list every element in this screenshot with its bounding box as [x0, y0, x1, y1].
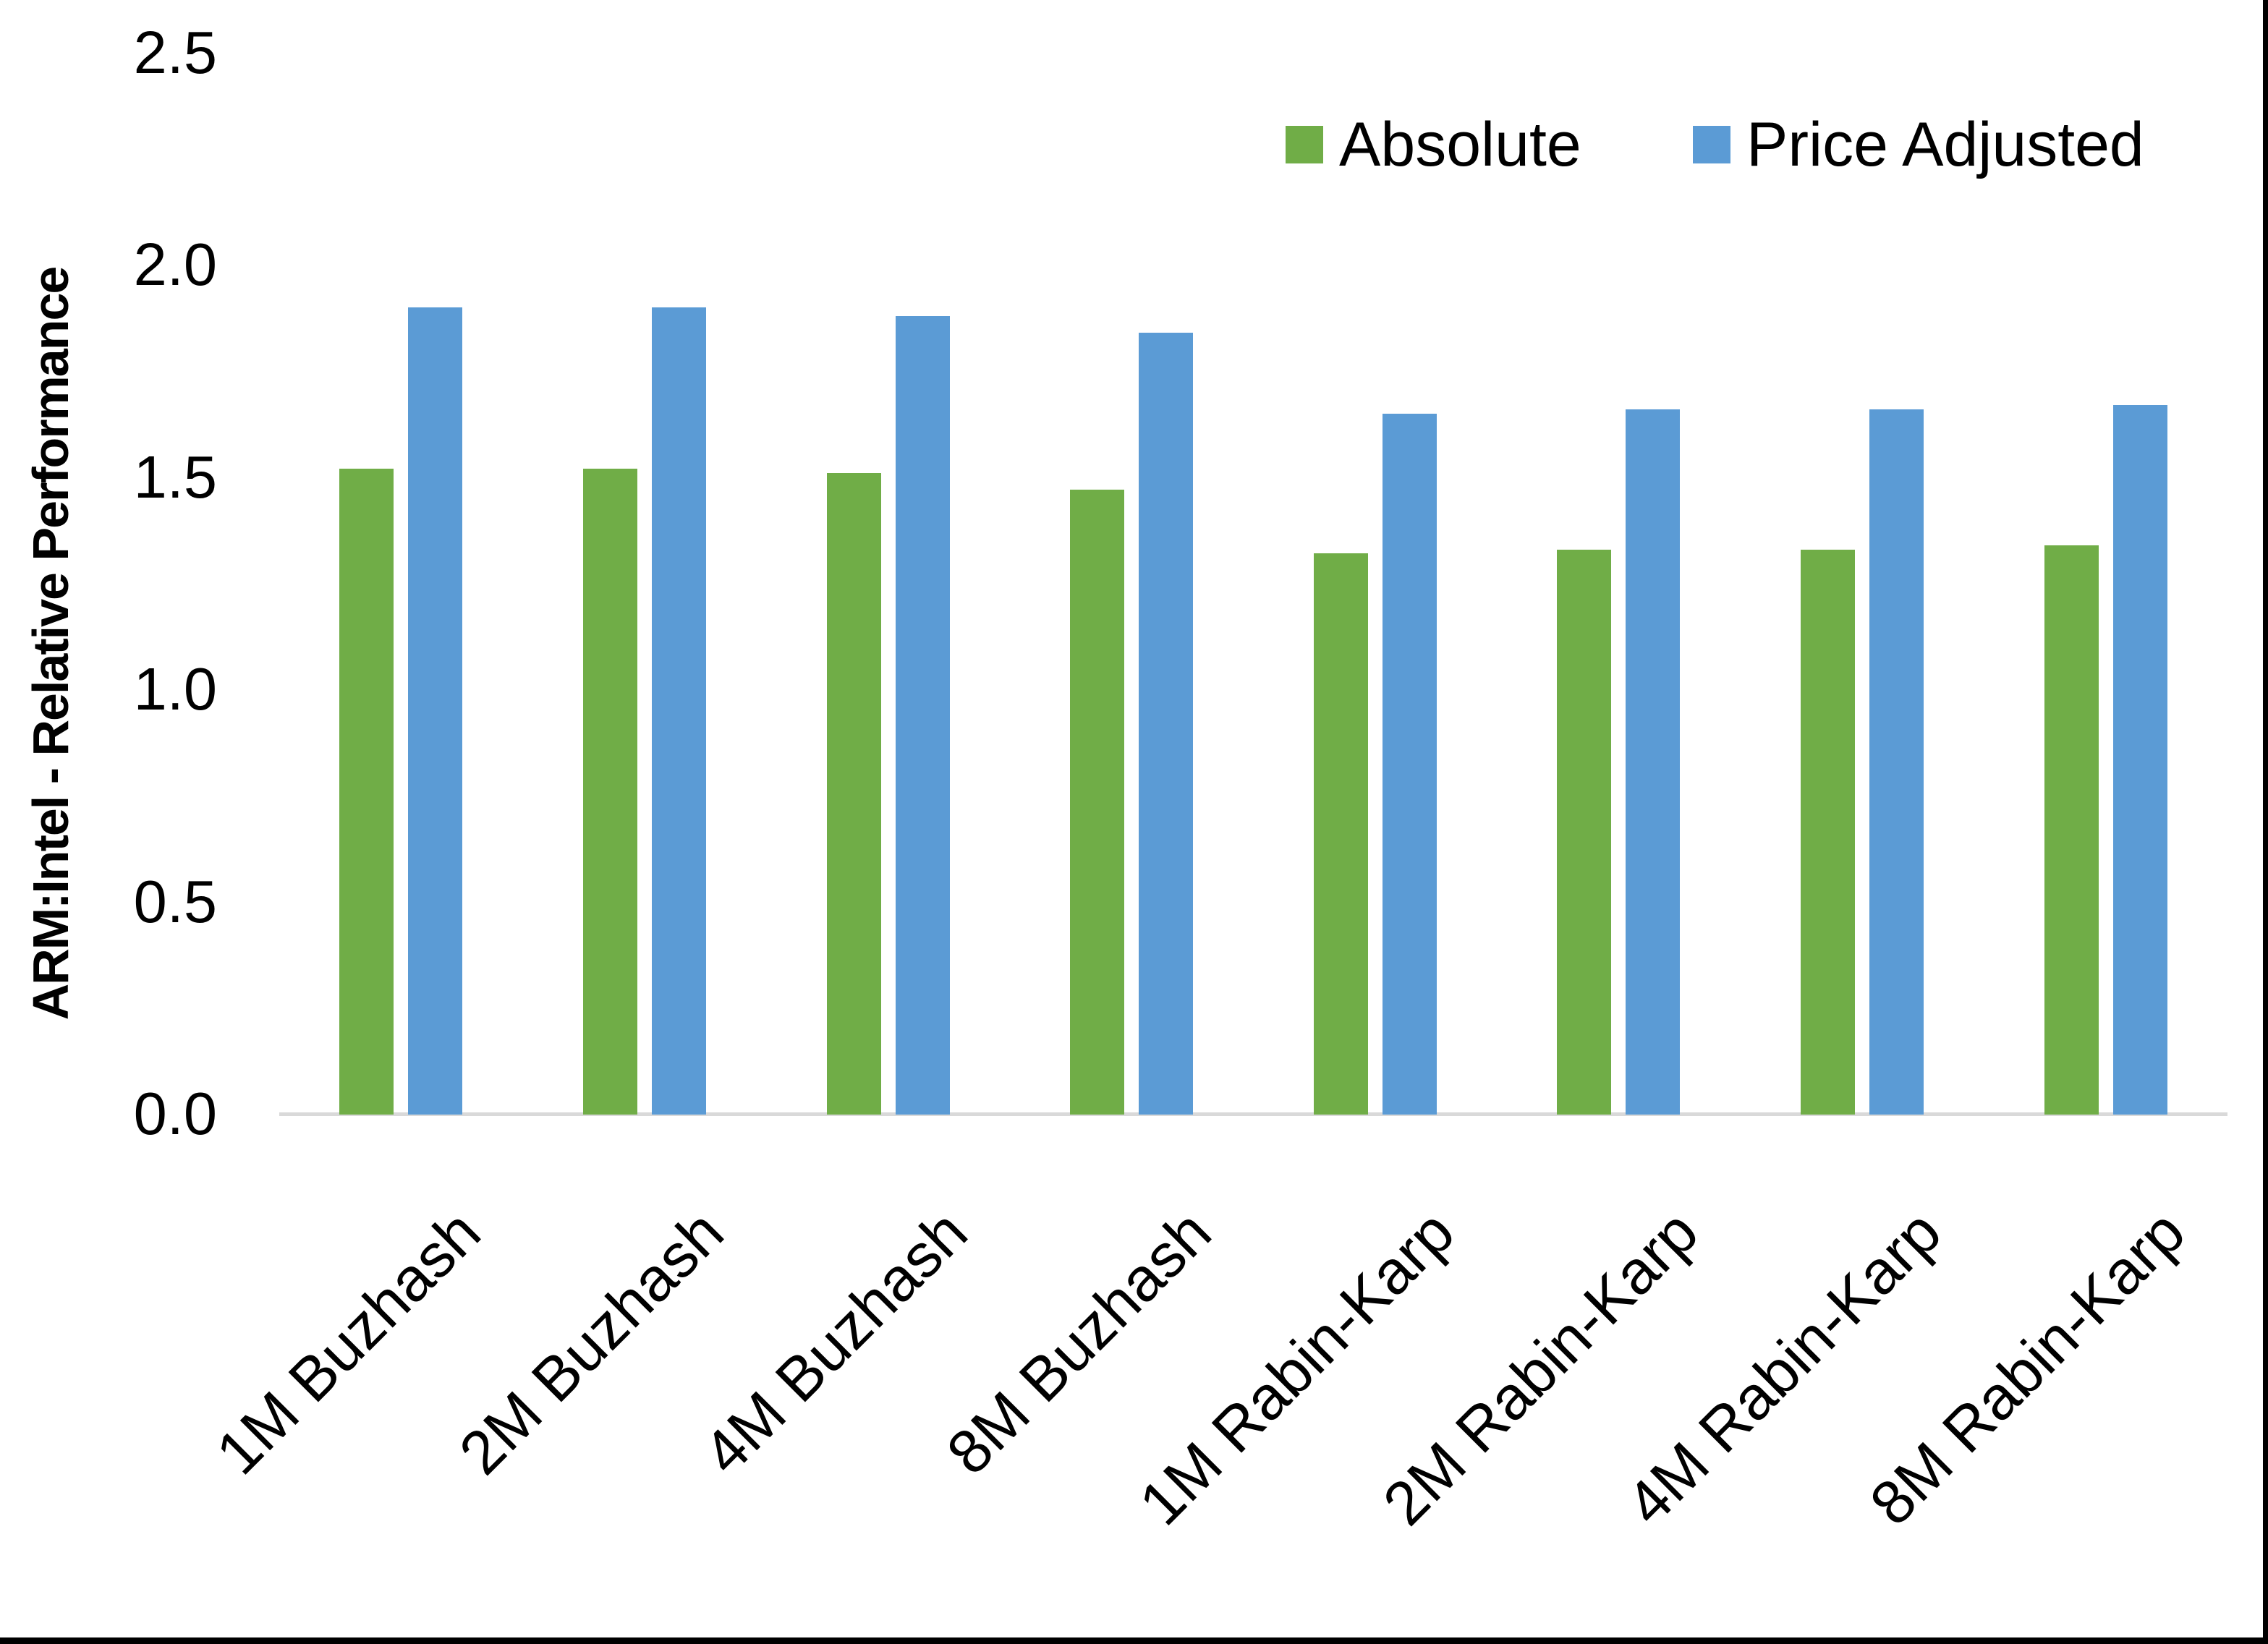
legend-swatch-price-adjusted-icon	[1693, 126, 1730, 163]
legend-item-absolute: Absolute	[1286, 94, 1581, 195]
legend-swatch-absolute-icon	[1286, 126, 1323, 163]
y-tick-label-1-5: 1.5	[133, 443, 217, 511]
screenshot-bottom-edge	[0, 1637, 2268, 1644]
bar-price-adjusted-1m-buzhash	[408, 307, 462, 1115]
bar-price-adjusted-2m-buzhash	[652, 307, 706, 1115]
bar-price-adjusted-8m-buzhash	[1139, 333, 1193, 1115]
bar-price-adjusted-4m-buzhash	[896, 316, 950, 1115]
legend-item-price-adjusted: Price Adjusted	[1693, 94, 2144, 195]
x-tick-label-4m-buzhash: 4M Buzhash	[690, 1197, 981, 1488]
bar-price-adjusted-8m-rabin-karp	[2113, 405, 2167, 1115]
bar-absolute-1m-rabin-karp	[1314, 553, 1368, 1115]
bar-price-adjusted-1m-rabin-karp	[1383, 414, 1437, 1115]
x-tick-label-1m-buzhash: 1M Buzhash	[203, 1197, 494, 1488]
bar-absolute-8m-buzhash	[1070, 490, 1124, 1115]
bar-absolute-4m-rabin-karp	[1801, 550, 1855, 1115]
x-axis-line	[279, 1112, 2227, 1116]
x-tick-label-2m-buzhash: 2M Buzhash	[446, 1197, 737, 1488]
bar-price-adjusted-4m-rabin-karp	[1869, 409, 1924, 1115]
legend-label-price-adjusted: Price Adjusted	[1746, 109, 2144, 179]
y-tick-label-0-5: 0.5	[133, 867, 217, 935]
screenshot-right-edge	[2263, 0, 2268, 1644]
y-tick-label-1-0: 1.0	[133, 655, 217, 723]
bar-absolute-4m-buzhash	[827, 473, 881, 1115]
bar-price-adjusted-2m-rabin-karp	[1626, 409, 1680, 1115]
legend-label-absolute: Absolute	[1339, 109, 1581, 179]
bar-absolute-8m-rabin-karp	[2044, 545, 2099, 1115]
bar-absolute-2m-buzhash	[583, 469, 637, 1115]
bar-absolute-1m-buzhash	[339, 469, 394, 1115]
y-tick-label-2-5: 2.5	[133, 19, 217, 86]
y-tick-label-2-0: 2.0	[133, 231, 217, 299]
y-tick-label-0-0: 0.0	[133, 1080, 217, 1147]
bar-absolute-2m-rabin-karp	[1557, 550, 1611, 1115]
